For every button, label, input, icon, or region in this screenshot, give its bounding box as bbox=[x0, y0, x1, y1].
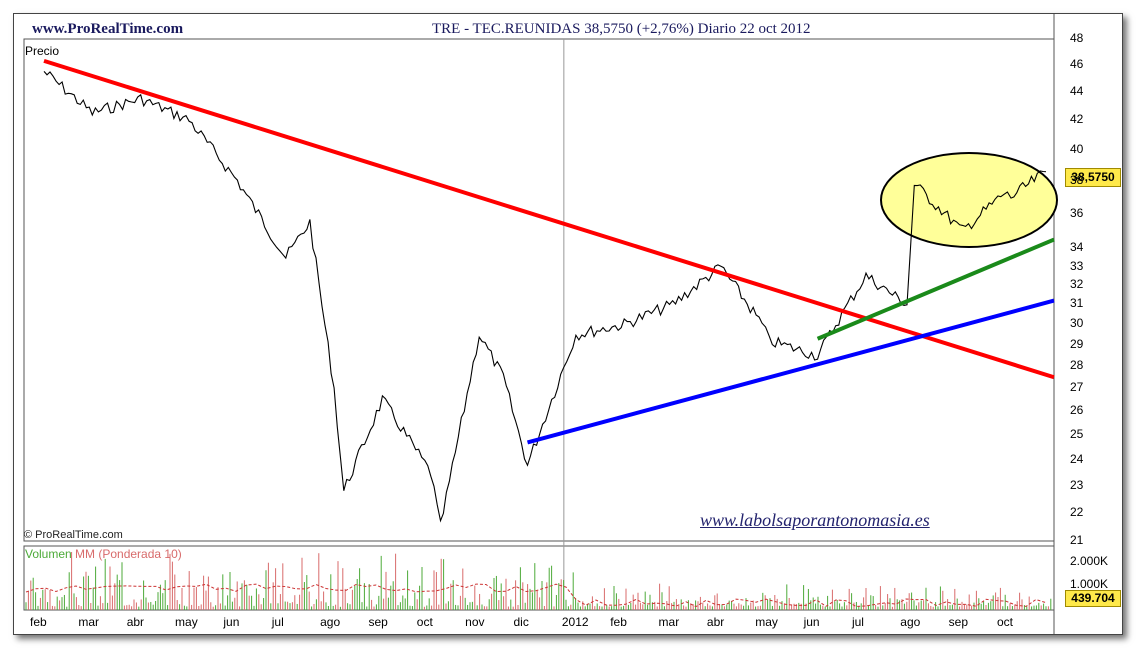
y-tick-label: 28 bbox=[1070, 358, 1084, 373]
volume-legend-b: MM (Ponderada 10) bbox=[71, 547, 182, 561]
trendline-alcista-largo bbox=[526, 298, 1055, 445]
y-tick-label: 36 bbox=[1070, 205, 1084, 220]
y-tick-label: 22 bbox=[1070, 504, 1084, 519]
volume-ma-line bbox=[25, 583, 1047, 608]
highlight-ellipse bbox=[880, 152, 1058, 248]
x-tick-label: may bbox=[755, 615, 778, 629]
x-tick-label: ago bbox=[900, 615, 921, 629]
x-tick-label: oct bbox=[997, 615, 1014, 629]
x-tick-label: jul bbox=[271, 615, 284, 629]
x-tick-label: abr bbox=[706, 615, 725, 629]
y-tick-label: 48 bbox=[1070, 31, 1084, 45]
y-tick-label: 44 bbox=[1070, 83, 1084, 98]
x-tick-label: dic bbox=[513, 615, 529, 629]
chart-frame: www.ProRealTime.com TRE - TEC.REUNIDAS 3… bbox=[13, 13, 1123, 635]
price-series bbox=[43, 71, 1047, 523]
x-tick-label: 2012 bbox=[561, 615, 589, 629]
y-tick-label: 24 bbox=[1070, 451, 1084, 466]
x-tick-label: nov bbox=[465, 615, 485, 629]
y-tick-label: 40 bbox=[1070, 141, 1084, 156]
volume-tick-label: 2.000K bbox=[1070, 554, 1109, 568]
trendline-bajista bbox=[43, 58, 1055, 380]
chart-canvas bbox=[23, 14, 1058, 634]
x-tick-label: feb bbox=[610, 615, 627, 629]
last-price-badge: 38,5750 bbox=[1065, 168, 1121, 187]
y-tick-label: 34 bbox=[1070, 240, 1084, 255]
y-tick-label: 32 bbox=[1070, 277, 1084, 292]
y-tick-label: 30 bbox=[1070, 316, 1084, 331]
y-tick-label: 31 bbox=[1070, 296, 1084, 311]
y-tick-label: 21 bbox=[1070, 533, 1084, 547]
x-tick-label: jun bbox=[803, 615, 820, 629]
x-tick-label: ago bbox=[320, 615, 341, 629]
y-tick-label: 26 bbox=[1070, 403, 1084, 418]
site-label[interactable]: www.ProRealTime.com bbox=[32, 21, 184, 37]
y-tick-label: 38 bbox=[1070, 172, 1084, 187]
last-volume-badge: 439.704 bbox=[1065, 590, 1121, 607]
price-panel-label: Precio bbox=[25, 44, 60, 58]
y-tick-label: 33 bbox=[1070, 258, 1084, 273]
x-tick-label: oct bbox=[416, 615, 433, 629]
x-tick-label: jun bbox=[223, 615, 240, 629]
website-watermark[interactable]: www.labolsaporantonomasia.es bbox=[700, 510, 930, 530]
x-tick-label: mar bbox=[78, 615, 100, 629]
copyright-label: © ProRealTime.com bbox=[24, 529, 123, 541]
y-tick-label: 42 bbox=[1070, 112, 1084, 127]
x-tick-label: feb bbox=[30, 615, 47, 629]
volume-legend: Volumen MM (Ponderada 10) bbox=[25, 547, 182, 561]
x-tick-label: sep bbox=[948, 615, 968, 629]
x-tick-label: may bbox=[175, 615, 198, 629]
x-tick-label: jul bbox=[851, 615, 864, 629]
y-tick-label: 27 bbox=[1070, 380, 1084, 395]
chart-title: TRE - TEC.REUNIDAS 38,5750 (+2,76%) Diar… bbox=[432, 21, 811, 37]
y-tick-label: 29 bbox=[1070, 336, 1084, 351]
y-tick-label: 25 bbox=[1070, 427, 1084, 442]
volume-tick-label: 1.000K bbox=[1070, 577, 1109, 591]
x-tick-label: sep bbox=[368, 615, 388, 629]
x-tick-label: mar bbox=[658, 615, 680, 629]
y-tick-label: 23 bbox=[1070, 477, 1084, 492]
price-panel-border bbox=[23, 38, 1055, 542]
volume-legend-a: Volumen bbox=[25, 547, 72, 561]
chart-header: www.ProRealTime.com TRE - TEC.REUNIDAS 3… bbox=[14, 14, 1122, 42]
y-tick-label: 46 bbox=[1070, 56, 1084, 71]
trendline-alcista-corto bbox=[816, 237, 1055, 341]
x-tick-label: abr bbox=[126, 615, 145, 629]
